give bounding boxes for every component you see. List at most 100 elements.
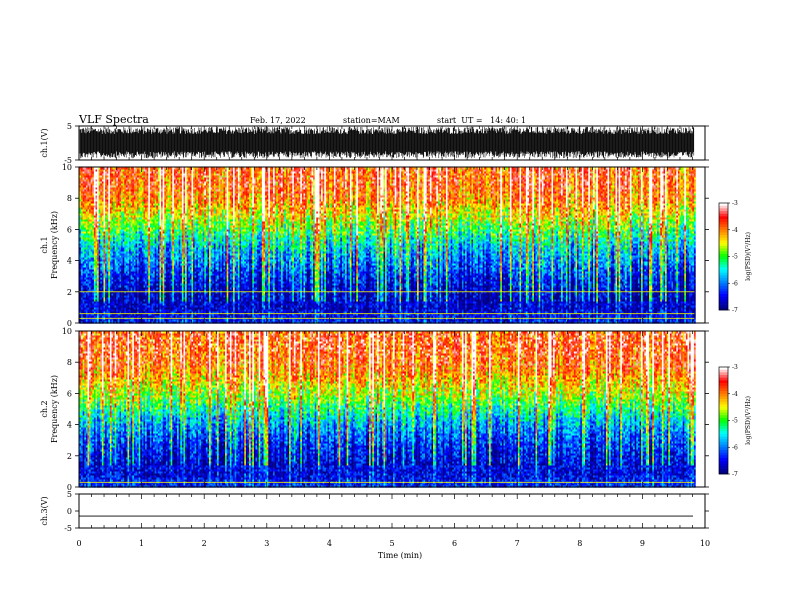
- spectrogram-cell: [113, 246, 115, 248]
- spectrogram-cell: [99, 220, 101, 222]
- spectrogram-cell: [88, 182, 90, 184]
- spectrogram-cell: [100, 238, 102, 240]
- spectrogram-cell: [108, 176, 110, 178]
- spectrogram-cell: [83, 232, 85, 234]
- spectrogram-cell: [108, 304, 110, 306]
- spectrogram-cell: [88, 270, 90, 272]
- spectrogram-cell: [86, 258, 88, 260]
- spectrogram-cell: [112, 174, 114, 176]
- spectrogram-cell: [105, 310, 107, 312]
- spectrogram-cell: [99, 172, 101, 174]
- spectrogram-cell: [91, 310, 93, 312]
- spectrogram-cell: [118, 226, 120, 228]
- spectrogram-cell: [97, 174, 99, 176]
- spectrogram-cell: [96, 282, 98, 284]
- spectrogram-cell: [102, 270, 104, 272]
- spectrogram-cell: [80, 282, 82, 284]
- spectrogram-cell: [88, 188, 90, 190]
- spectrogram-cell: [120, 288, 122, 290]
- spectrogram-cell: [91, 270, 93, 272]
- spectrogram-cell: [115, 194, 117, 196]
- spectrogram-cell: [89, 216, 91, 218]
- spectrogram-cell: [100, 208, 102, 210]
- spectrogram-cell: [118, 172, 120, 174]
- spectrogram-cell: [121, 192, 123, 194]
- spectrogram-cell: [96, 250, 98, 252]
- spectrogram-cell: [110, 210, 112, 212]
- spectrogram-cell: [84, 180, 86, 182]
- spectrogram-cell: [97, 306, 99, 308]
- spectrogram-cell: [91, 286, 93, 288]
- spectrogram-cell: [84, 206, 86, 208]
- spectrogram-cell: [81, 172, 83, 174]
- spectrogram-cell: [121, 306, 123, 308]
- spectrogram-cell: [88, 170, 90, 172]
- spectrogram-cell: [88, 244, 90, 246]
- spectrogram-cell: [107, 248, 109, 250]
- spectrogram-cell: [123, 268, 125, 270]
- spectrogram-cell: [112, 198, 114, 200]
- spectrogram-cell: [108, 250, 110, 252]
- spectrogram-cell: [112, 182, 114, 184]
- spectrogram-cell: [113, 232, 115, 234]
- spectrogram-cell: [86, 304, 88, 306]
- spectrogram-cell: [110, 194, 112, 196]
- spectrogram-cell: [91, 216, 93, 218]
- spectrogram-cell: [108, 210, 110, 212]
- spectrogram-cell: [94, 286, 96, 288]
- spectrogram-cell: [97, 238, 99, 240]
- spectrogram-cell: [80, 206, 82, 208]
- spectrogram-cell: [105, 182, 107, 184]
- spectrogram-cell: [124, 310, 126, 312]
- spectrogram-cell: [83, 306, 85, 308]
- spectrogram-cell: [89, 212, 91, 214]
- spectrogram-cell: [81, 240, 83, 242]
- spectrogram-cell: [84, 198, 86, 200]
- spectrogram-cell: [104, 316, 106, 318]
- spectrogram-cell: [120, 198, 122, 200]
- spectrogram-cell: [107, 196, 109, 198]
- spectrogram-cell: [120, 244, 122, 246]
- spectrogram-cell: [80, 264, 82, 266]
- spectrogram-cell: [84, 176, 86, 178]
- spectrogram-cell: [112, 244, 114, 246]
- spectrogram-cell: [115, 176, 117, 178]
- spectrogram-cell: [104, 248, 106, 250]
- spectrogram-cell: [123, 178, 125, 180]
- spectrogram-cell: [123, 244, 125, 246]
- spectrogram-cell: [118, 174, 120, 176]
- spectrogram-cell: [80, 230, 82, 232]
- spectrogram-cell: [124, 246, 126, 248]
- spectrogram-cell: [123, 180, 125, 182]
- spectrogram-cell: [100, 304, 102, 306]
- spectrogram-cell: [115, 208, 117, 210]
- spectrogram-cell: [110, 256, 112, 258]
- spectrogram-cell: [89, 170, 91, 172]
- spectrogram-cell: [124, 188, 126, 190]
- spectrogram-cell: [113, 278, 115, 280]
- spectrogram-cell: [107, 298, 109, 300]
- spectrogram-cell: [123, 260, 125, 262]
- spectrogram-cell: [97, 210, 99, 212]
- spectrogram-cell: [97, 202, 99, 204]
- spectrogram-cell: [92, 224, 94, 226]
- spectrogram-cell: [110, 184, 112, 186]
- spectrogram-cell: [118, 298, 120, 300]
- spectrogram-cell: [94, 202, 96, 204]
- spectrogram-cell: [124, 194, 126, 196]
- spectrogram-cell: [107, 260, 109, 262]
- spectrogram-cell: [83, 258, 85, 260]
- spectrogram-cell: [121, 248, 123, 250]
- spectrogram-cell: [104, 294, 106, 296]
- spectrogram-cell: [116, 190, 118, 192]
- spectrogram-cell: [121, 198, 123, 200]
- spectrogram-cell: [91, 246, 93, 248]
- spectrogram-cell: [112, 256, 114, 258]
- spectrogram-cell: [88, 240, 90, 242]
- spectrogram-cell: [110, 204, 112, 206]
- spectrogram-cell: [88, 316, 90, 318]
- spectrogram-cell: [81, 276, 83, 278]
- spectrogram-cell: [84, 240, 86, 242]
- spectrogram-cell: [80, 248, 82, 250]
- spectrogram-cell: [86, 294, 88, 296]
